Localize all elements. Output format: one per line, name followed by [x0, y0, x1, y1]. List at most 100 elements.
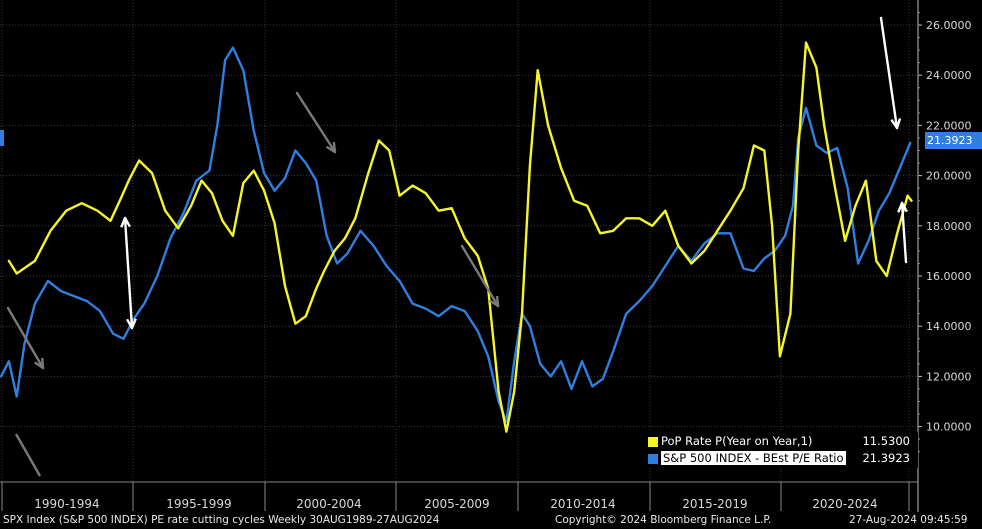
- pop-rate-point: [16, 272, 18, 275]
- pop-rate-point: [537, 69, 539, 71]
- pop-rate-point: [263, 190, 265, 192]
- footer-bar: SPX Index (S&P 500 INDEX) PE rate cuttin…: [0, 512, 982, 529]
- pop-rate-point: [232, 235, 234, 237]
- pop-rate-point: [742, 187, 745, 189]
- pe-ratio-point: [156, 275, 158, 277]
- pop-rate-point: [599, 232, 601, 234]
- pe-ratio-point: [612, 350, 614, 352]
- pop-rate-point: [854, 205, 857, 207]
- pe-ratio-point: [805, 107, 807, 109]
- pop-rate-point: [388, 149, 390, 152]
- pe-ratio-point: [143, 303, 145, 305]
- pop-rate-point: [333, 250, 336, 252]
- pop-rate-point: [547, 124, 549, 126]
- pop-rate-point: [464, 237, 466, 239]
- pop-rate-point: [120, 197, 122, 199]
- pop-rate-point: [560, 167, 562, 169]
- legend-value: 21.3923: [862, 451, 910, 465]
- pop-rate-point: [96, 210, 98, 212]
- legend-swatch-blue: [648, 454, 658, 464]
- pe-ratio-point: [505, 421, 507, 423]
- pop-rate-point: [438, 210, 440, 212]
- pe-ratio-point: [826, 152, 828, 154]
- y-tick-label: 10.0000: [926, 421, 972, 434]
- pop-rate-point: [284, 285, 286, 287]
- pop-rate-point: [844, 240, 846, 242]
- double-arrow-1994-head: [120, 216, 131, 228]
- pop-rate-point: [34, 260, 36, 262]
- double-arrow-1994-head: [126, 318, 137, 330]
- pe-ratio-point: [815, 144, 818, 147]
- pe-ratio-point: [34, 303, 36, 305]
- pe-ratio-point: [651, 285, 653, 287]
- arrow-up-2024: [900, 201, 908, 264]
- arrow-grey-2001-head: [325, 141, 337, 154]
- x-tick-label: 2005-2009: [424, 497, 489, 511]
- pop-rate-point: [771, 225, 773, 227]
- pop-rate-point: [625, 217, 627, 219]
- pe-ratio-point: [784, 235, 786, 237]
- pop-rate-point: [274, 222, 276, 224]
- pe-ratio-point: [253, 129, 255, 131]
- x-axis: 1990-1994 1995-1999 2000-2004 2005-2009 2010…: [0, 481, 918, 511]
- x-tick-label: 2010-2014: [550, 497, 615, 511]
- pe-ratio-point: [867, 240, 870, 242]
- pe-ratio-point: [570, 388, 573, 390]
- pop-rate-point: [367, 172, 369, 174]
- arrow-grey-2001: [295, 91, 337, 154]
- pe-ratio-line: [0, 46, 912, 423]
- pop-rate-point: [201, 180, 203, 182]
- pe-ratio-point: [438, 315, 440, 317]
- pe-ratio-point: [373, 245, 375, 247]
- legend: PoP Rate P(Year on Year,1) 11.5300 S&P 5…: [640, 432, 918, 468]
- pop-rate-point: [354, 217, 356, 219]
- last-value-label: 21.3923: [925, 132, 982, 149]
- pop-rate-point: [323, 270, 325, 272]
- legend-item-pop-rate: PoP Rate P(Year on Year,1) 11.5300: [648, 434, 914, 450]
- pop-rate-point: [823, 124, 825, 126]
- pe-ratio-point: [242, 69, 244, 71]
- pop-rate-point: [425, 192, 427, 194]
- pop-rate-point: [505, 431, 507, 433]
- pe-ratio-point: [638, 300, 640, 302]
- pop-rate-point: [451, 207, 453, 209]
- pe-ratio-point: [899, 167, 901, 169]
- pop-rate-point: [477, 255, 479, 257]
- pe-ratio-point: [359, 230, 362, 232]
- pe-ratio-point: [560, 360, 562, 362]
- pe-ratio-point: [399, 280, 401, 282]
- pop-rate-point: [729, 210, 732, 212]
- pop-rate-point: [886, 275, 888, 277]
- pop-rate-point: [65, 210, 67, 212]
- pop-rate-point: [529, 165, 531, 167]
- pop-rate-point: [896, 232, 898, 234]
- pe-ratio-point: [294, 149, 296, 152]
- pop-rate-point: [242, 182, 244, 184]
- chart-description: SPX Index (S&P 500 INDEX) PE rate cuttin…: [3, 514, 440, 526]
- pe-ratio-point: [847, 187, 849, 189]
- pop-rate-point: [138, 159, 140, 162]
- pe-ratio-point: [513, 360, 515, 362]
- pop-rate-point: [81, 202, 83, 204]
- pe-ratio-point: [224, 59, 226, 61]
- y-tick-label: 20.0000: [926, 170, 972, 183]
- pe-ratio-point: [336, 262, 338, 265]
- x-tick-label: 2015-2019: [682, 497, 747, 511]
- pe-ratio-point: [703, 242, 706, 244]
- x-tick-label: 2000-2004: [296, 497, 361, 511]
- pe-ratio-point: [86, 300, 88, 302]
- pop-rate-point: [797, 149, 799, 152]
- arrow-grey-1990: [6, 306, 45, 370]
- pop-rate-point: [344, 237, 346, 239]
- pop-rate-point: [716, 230, 719, 232]
- arrow-down-2024-head: [890, 118, 902, 130]
- pe-ratio-point: [263, 172, 265, 174]
- series-layer: [0, 41, 913, 433]
- y-tick-label: 24.0000: [926, 69, 972, 82]
- pe-ratio-point: [591, 385, 594, 387]
- pop-rate-point: [703, 250, 706, 252]
- pe-ratio-point: [99, 310, 101, 312]
- pe-ratio-point: [464, 310, 466, 312]
